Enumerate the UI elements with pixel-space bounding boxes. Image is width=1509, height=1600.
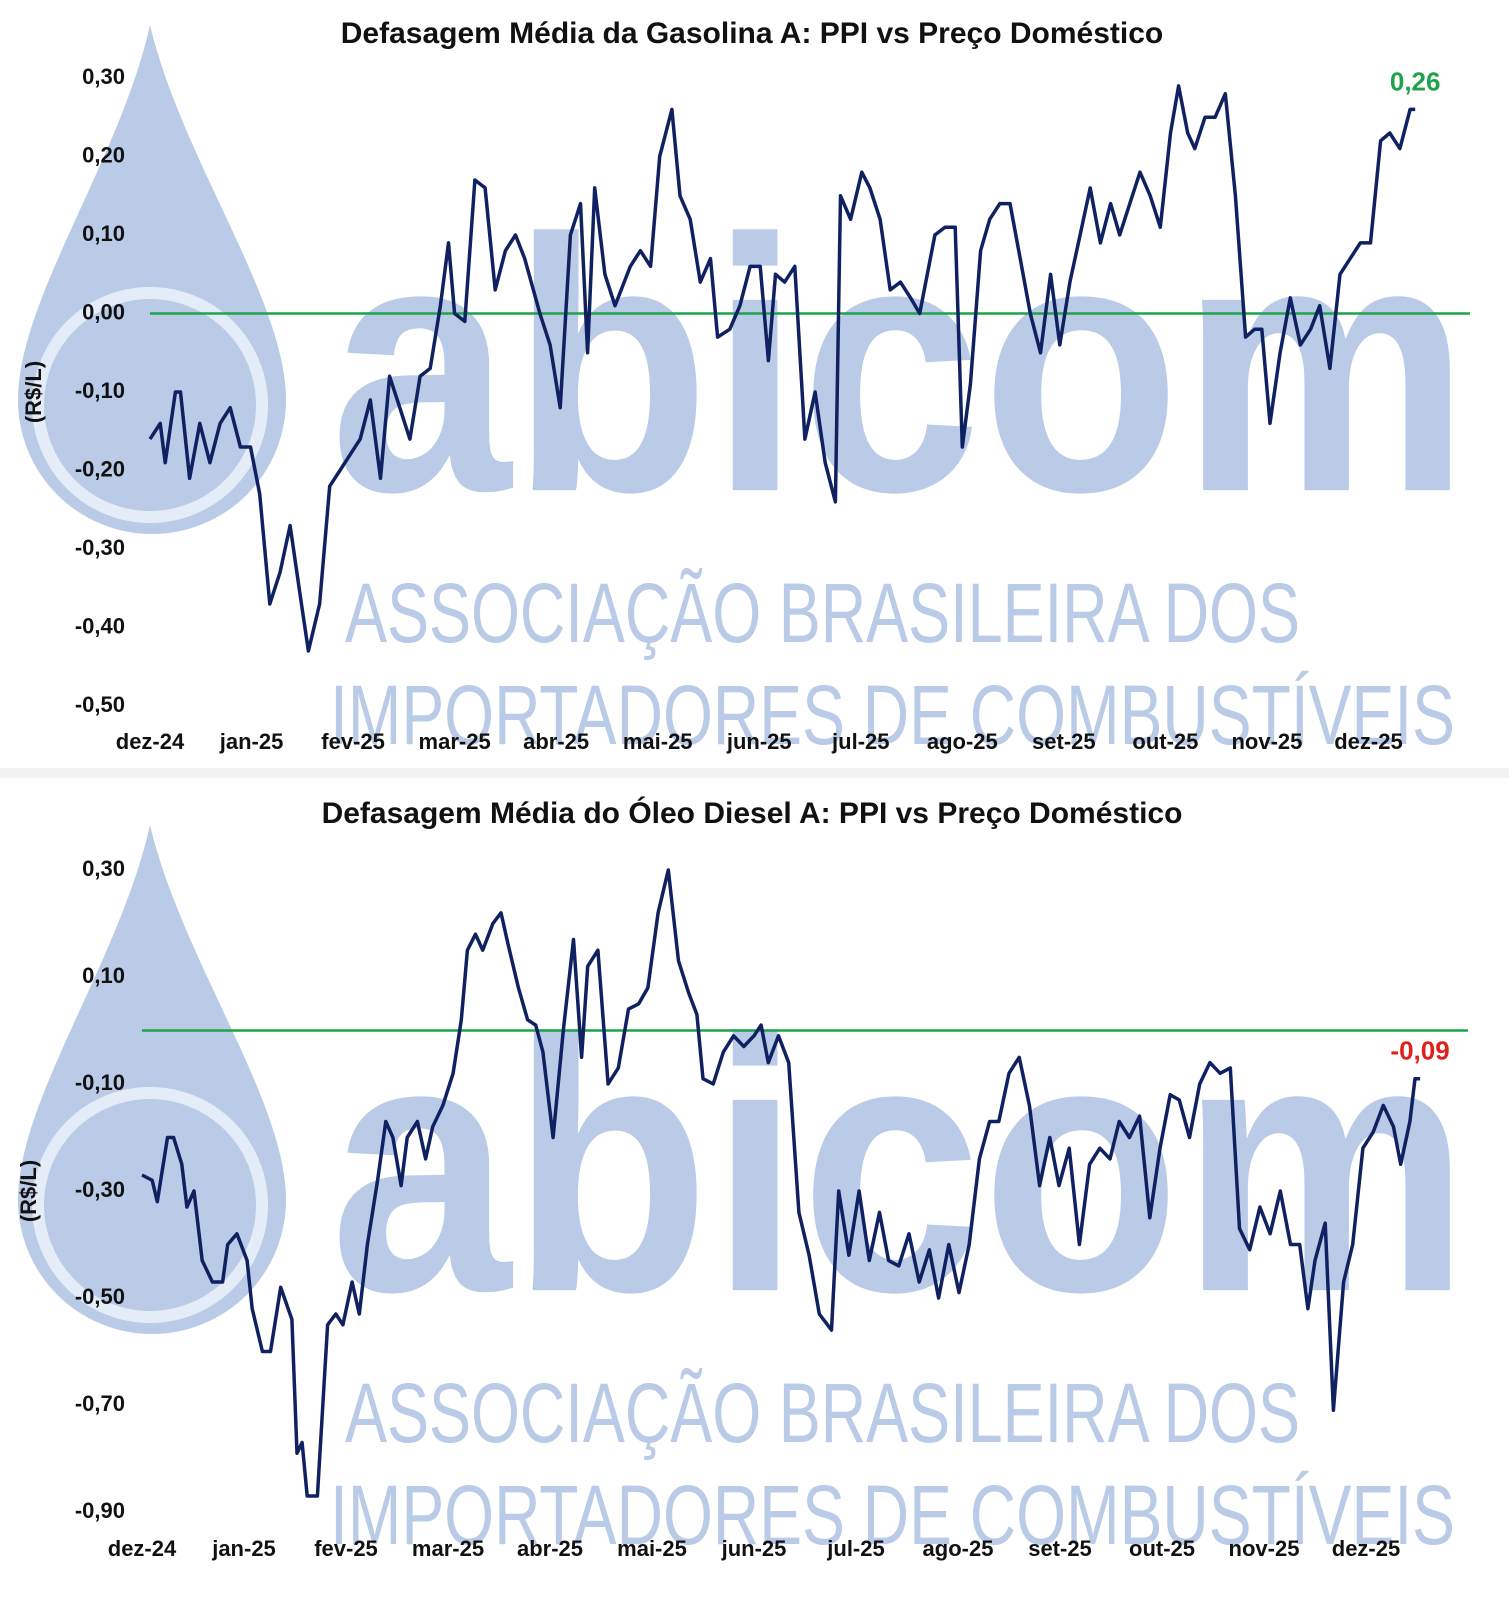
x-tick-label: set-25	[1028, 1536, 1092, 1561]
x-tick-label: ago-25	[927, 729, 998, 754]
watermark-line: IMPORTADORES DE COMBUSTÍVEIS	[330, 1468, 1455, 1562]
y-tick-label: -0,70	[75, 1391, 125, 1416]
globe-ring	[32, 1087, 268, 1323]
x-tick-label: set-25	[1032, 729, 1096, 754]
last-value-label: -0,09	[1390, 1036, 1449, 1066]
y-tick-label: -0,30	[75, 1177, 125, 1202]
x-tick-label: fev-25	[321, 729, 385, 754]
x-tick-label: dez-25	[1334, 729, 1402, 754]
x-tick-label: out-25	[1129, 1536, 1195, 1561]
x-tick-label: fev-25	[314, 1536, 378, 1561]
y-axis-label: (R$/L)	[21, 361, 46, 423]
watermark-line: IMPORTADORES DE COMBUSTÍVEIS	[330, 668, 1455, 762]
x-tick-label: mar-25	[419, 729, 491, 754]
y-tick-label: -0,30	[75, 535, 125, 560]
chart-title: Defasagem Média da Gasolina A: PPI vs Pr…	[341, 17, 1164, 50]
y-tick-label: 0,10	[82, 963, 125, 988]
x-tick-label: mai-25	[623, 729, 693, 754]
separator	[0, 768, 1509, 778]
y-axis-label: (R$/L)	[16, 1160, 41, 1222]
watermark-line: ASSOCIAÇÃO BRASILEIRA DOS	[345, 566, 1300, 660]
x-tick-label: dez-24	[108, 1536, 177, 1561]
x-tick-label: mai-25	[617, 1536, 687, 1561]
watermark: abicom ASSOCIAÇÃO BRASILEIRA DOS IMPORTA…	[18, 25, 1470, 762]
y-tick-label: -0,50	[75, 1284, 125, 1309]
x-tick-label: dez-24	[116, 729, 185, 754]
x-tick-label: jan-25	[211, 1536, 276, 1561]
y-tick-label: -0,50	[75, 692, 125, 717]
x-tick-label: jun-25	[726, 729, 792, 754]
y-tick-label: 0,20	[82, 142, 125, 167]
y-tick-label: 0,30	[82, 856, 125, 881]
y-tick-label: 0,00	[82, 299, 125, 324]
chart-title: Defasagem Média do Óleo Diesel A: PPI vs…	[322, 796, 1183, 830]
x-tick-label: abr-25	[517, 1536, 583, 1561]
x-tick-label: mar-25	[412, 1536, 484, 1561]
x-tick-label: jan-25	[219, 729, 284, 754]
y-tick-label: 0,10	[82, 221, 125, 246]
drop-logo	[18, 825, 286, 1334]
x-tick-label: nov-25	[1229, 1536, 1300, 1561]
y-tick-label: -0,90	[75, 1498, 125, 1523]
globe-ring	[32, 287, 268, 523]
x-tick-label: out-25	[1132, 729, 1198, 754]
x-tick-label: jul-25	[831, 729, 889, 754]
y-tick-label: -0,10	[75, 378, 125, 403]
y-tick-label: 0,30	[82, 64, 125, 89]
watermark-logo: abicom	[330, 965, 1470, 1367]
x-tick-label: nov-25	[1231, 729, 1302, 754]
y-tick-label: -0,40	[75, 613, 125, 638]
drop-logo	[18, 25, 286, 534]
watermark: abicom ASSOCIAÇÃO BRASILEIRA DOS IMPORTA…	[18, 825, 1470, 1562]
data-line	[141, 868, 1421, 1498]
y-tick-label: -0,20	[75, 456, 125, 481]
y-tick-label: -0,10	[75, 1070, 125, 1095]
last-value-label: 0,26	[1390, 66, 1441, 96]
x-tick-label: ago-25	[923, 1536, 994, 1561]
x-tick-label: abr-25	[523, 729, 589, 754]
data-line	[148, 84, 1416, 653]
x-tick-label: jul-25	[826, 1536, 884, 1561]
x-tick-label: dez-25	[1332, 1536, 1400, 1561]
watermark-line: ASSOCIAÇÃO BRASILEIRA DOS	[345, 1366, 1300, 1460]
x-tick-label: jun-25	[721, 1536, 787, 1561]
watermark-logo: abicom	[330, 165, 1470, 567]
